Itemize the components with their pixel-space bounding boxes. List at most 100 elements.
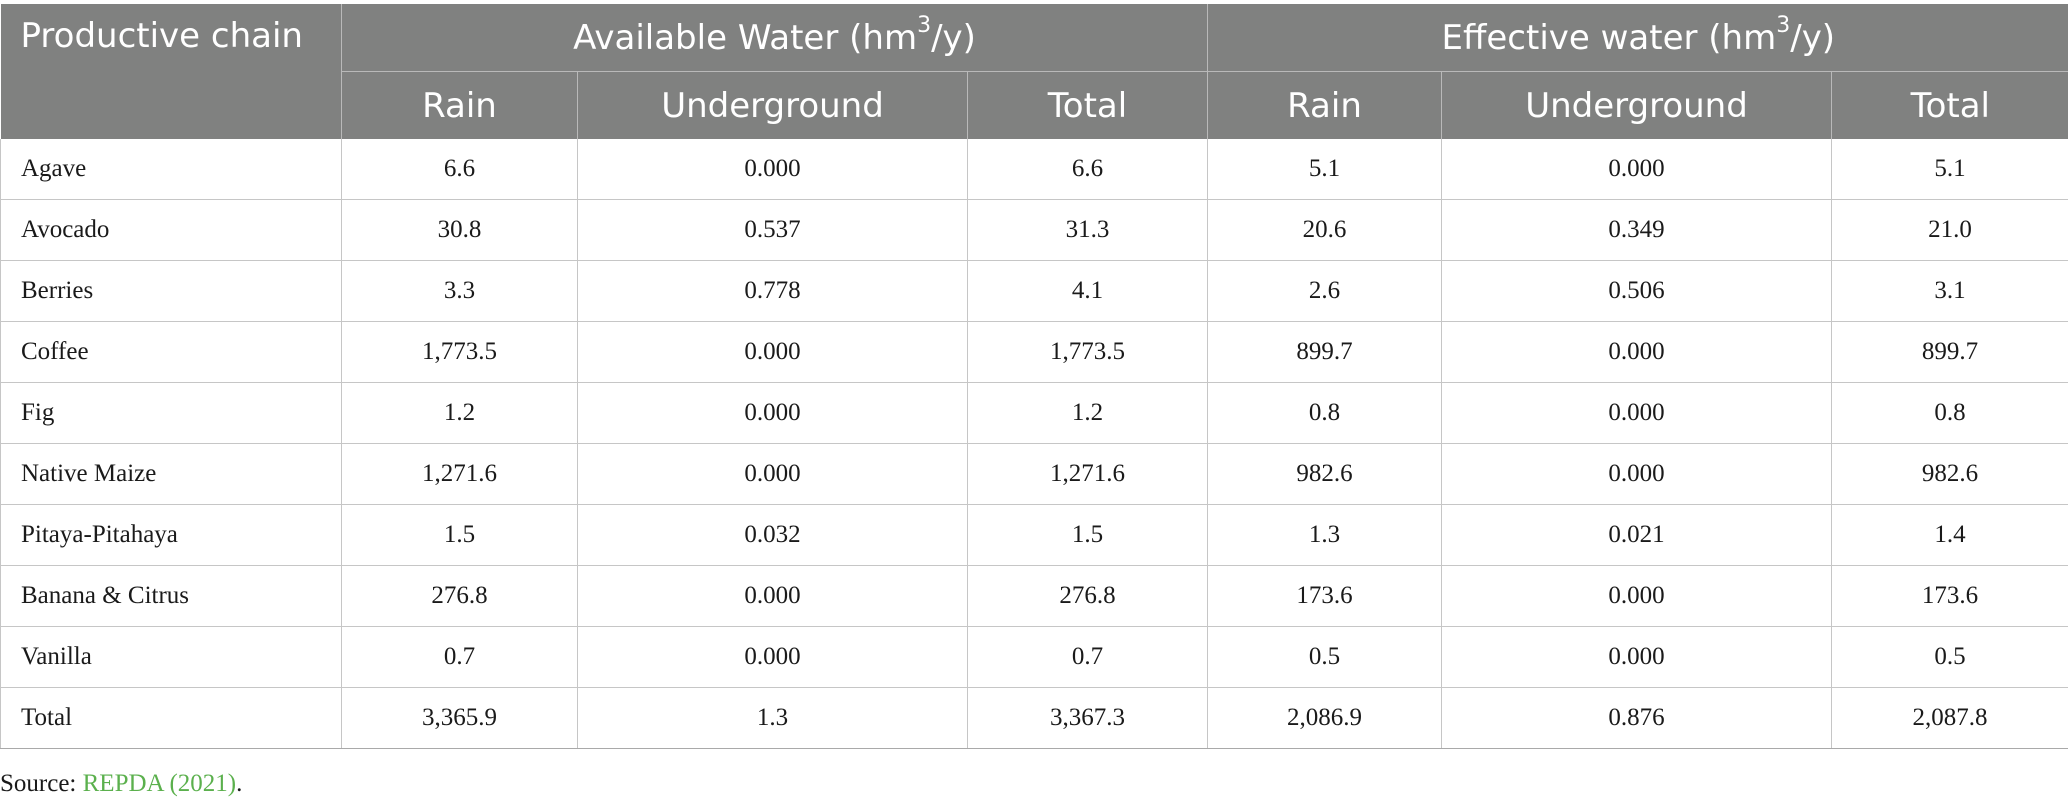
effective-water-superscript: 3: [1776, 13, 1791, 39]
cell-eff-total: 2,087.8: [1831, 687, 2068, 749]
cell-avail-underground: 0.000: [577, 565, 968, 627]
table-body: Agave 6.6 0.000 6.6 5.1 0.000 5.1 Avocad…: [0, 139, 2068, 749]
table-row: Coffee 1,773.5 0.000 1,773.5 899.7 0.000…: [0, 321, 2068, 383]
table-row-total: Total 3,365.9 1.3 3,367.3 2,086.9 0.876 …: [0, 687, 2068, 749]
cell-eff-total: 0.8: [1831, 382, 2068, 444]
cell-eff-total: 1.4: [1831, 504, 2068, 566]
source-label: Source:: [0, 770, 83, 797]
table-row: Agave 6.6 0.000 6.6 5.1 0.000 5.1: [0, 139, 2068, 200]
cell-avail-underground: 1.3: [577, 687, 968, 749]
cell-chain: Coffee: [0, 321, 342, 383]
cell-eff-underground: 0.000: [1441, 139, 1833, 200]
source-end: .: [236, 770, 243, 797]
available-water-superscript: 3: [917, 13, 932, 39]
table-row: Vanilla 0.7 0.000 0.7 0.5 0.000 0.5: [0, 626, 2068, 688]
cell-chain: Berries: [0, 260, 342, 322]
cell-avail-rain: 0.7: [341, 626, 578, 688]
cell-eff-underground: 0.349: [1441, 199, 1833, 261]
cell-avail-total: 31.3: [967, 199, 1209, 261]
cell-avail-rain: 3,365.9: [341, 687, 578, 749]
cell-eff-total: 899.7: [1831, 321, 2068, 383]
cell-avail-rain: 30.8: [341, 199, 578, 261]
cell-eff-rain: 899.7: [1207, 321, 1443, 383]
cell-eff-underground: 0.021: [1441, 504, 1833, 566]
cell-chain: Native Maize: [0, 443, 342, 505]
cell-eff-rain: 5.1: [1207, 139, 1443, 200]
table-row: Native Maize 1,271.6 0.000 1,271.6 982.6…: [0, 443, 2068, 505]
cell-eff-underground: 0.000: [1441, 321, 1833, 383]
effective-water-unit-suffix: /y): [1790, 17, 1836, 58]
cell-eff-total: 0.5: [1831, 626, 2068, 688]
cell-chain: Banana & Citrus: [0, 565, 342, 627]
cell-chain: Vanilla: [0, 626, 342, 688]
cell-chain: Pitaya-Pitahaya: [0, 504, 342, 566]
header-productive-chain: Productive chain: [0, 4, 342, 139]
water-table: Productive chain Available Water (hm3/y)…: [0, 4, 2068, 749]
cell-eff-underground: 0.000: [1441, 626, 1833, 688]
source-note: Source: REPDA (2021).: [0, 770, 242, 798]
effective-water-label: Effective water (hm: [1441, 17, 1777, 58]
table-row: Avocado 30.8 0.537 31.3 20.6 0.349 21.0: [0, 199, 2068, 261]
cell-avail-rain: 1,773.5: [341, 321, 578, 383]
cell-avail-total: 4.1: [967, 260, 1209, 322]
subheader-effective-total: Total: [1831, 71, 2068, 139]
subheader-available-underground: Underground: [577, 71, 968, 139]
cell-avail-total: 0.7: [967, 626, 1209, 688]
subheader-available-rain: Rain: [341, 71, 578, 139]
cell-chain: Avocado: [0, 199, 342, 261]
cell-avail-underground: 0.000: [577, 626, 968, 688]
cell-avail-rain: 1.2: [341, 382, 578, 444]
cell-eff-underground: 0.876: [1441, 687, 1833, 749]
header-effective-water: Effective water (hm3/y): [1207, 4, 2068, 72]
cell-eff-total: 21.0: [1831, 199, 2068, 261]
cell-avail-rain: 1.5: [341, 504, 578, 566]
cell-avail-total: 1,271.6: [967, 443, 1209, 505]
table-row: Berries 3.3 0.778 4.1 2.6 0.506 3.1: [0, 260, 2068, 322]
cell-eff-rain: 0.8: [1207, 382, 1443, 444]
cell-eff-rain: 20.6: [1207, 199, 1443, 261]
cell-eff-rain: 173.6: [1207, 565, 1443, 627]
subheader-effective-underground: Underground: [1441, 71, 1833, 139]
cell-avail-total: 1.5: [967, 504, 1209, 566]
subheader-effective-rain: Rain: [1207, 71, 1443, 139]
cell-eff-rain: 982.6: [1207, 443, 1443, 505]
cell-eff-rain: 2,086.9: [1207, 687, 1443, 749]
cell-avail-total: 1,773.5: [967, 321, 1209, 383]
available-water-unit-suffix: /y): [931, 17, 976, 58]
cell-avail-total: 276.8: [967, 565, 1209, 627]
table-row: Fig 1.2 0.000 1.2 0.8 0.000 0.8: [0, 382, 2068, 444]
cell-eff-underground: 0.506: [1441, 260, 1833, 322]
cell-eff-underground: 0.000: [1441, 565, 1833, 627]
source-reference-link[interactable]: REPDA (2021): [82, 770, 237, 797]
cell-avail-underground: 0.778: [577, 260, 968, 322]
cell-eff-total: 3.1: [1831, 260, 2068, 322]
cell-avail-underground: 0.000: [577, 321, 968, 383]
cell-eff-underground: 0.000: [1441, 382, 1833, 444]
table-row: Pitaya-Pitahaya 1.5 0.032 1.5 1.3 0.021 …: [0, 504, 2068, 566]
cell-eff-underground: 0.000: [1441, 443, 1833, 505]
cell-avail-underground: 0.000: [577, 443, 968, 505]
cell-eff-total: 173.6: [1831, 565, 2068, 627]
available-water-label: Available Water (hm: [573, 17, 918, 58]
table-header: Productive chain Available Water (hm3/y)…: [0, 4, 2068, 139]
table-row: Banana & Citrus 276.8 0.000 276.8 173.6 …: [0, 565, 2068, 627]
header-available-water: Available Water (hm3/y): [341, 4, 1209, 72]
cell-avail-rain: 276.8: [341, 565, 578, 627]
cell-eff-total: 5.1: [1831, 139, 2068, 200]
cell-avail-underground: 0.537: [577, 199, 968, 261]
cell-eff-rain: 2.6: [1207, 260, 1443, 322]
cell-avail-underground: 0.000: [577, 382, 968, 444]
cell-eff-rain: 0.5: [1207, 626, 1443, 688]
cell-avail-total: 3,367.3: [967, 687, 1209, 749]
cell-avail-underground: 0.032: [577, 504, 968, 566]
cell-eff-rain: 1.3: [1207, 504, 1443, 566]
cell-avail-total: 1.2: [967, 382, 1209, 444]
cell-avail-underground: 0.000: [577, 139, 968, 200]
cell-chain: Agave: [0, 139, 342, 200]
cell-avail-rain: 3.3: [341, 260, 578, 322]
cell-chain: Fig: [0, 382, 342, 444]
subheader-available-total: Total: [967, 71, 1209, 139]
cell-chain: Total: [0, 687, 342, 749]
cell-avail-rain: 1,271.6: [341, 443, 578, 505]
cell-eff-total: 982.6: [1831, 443, 2068, 505]
